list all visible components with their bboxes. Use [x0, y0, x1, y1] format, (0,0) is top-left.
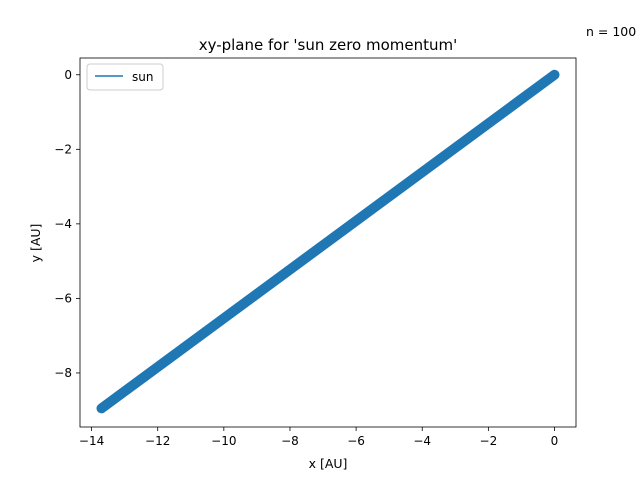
x-tick-label: −10 — [211, 434, 236, 448]
x-tick-label: 0 — [551, 434, 559, 448]
y-axis-ticks: 0 −2 −4 −6 −8 — [54, 68, 80, 380]
y-tick-label: 0 — [64, 68, 72, 82]
chart-title: xy-plane for 'sun zero momentum' — [199, 36, 458, 54]
legend-label-sun: sun — [132, 70, 153, 84]
x-axis-ticks: −14 −12 −10 −8 −6 −4 −2 0 — [79, 427, 558, 448]
legend: sun — [86, 63, 164, 91]
x-axis-label: x [AU] — [309, 456, 348, 471]
x-tick-label: −4 — [413, 434, 431, 448]
legend-box — [86, 63, 164, 91]
y-tick-label: −8 — [54, 366, 72, 380]
y-tick-label: −4 — [54, 217, 72, 231]
x-tick-label: −8 — [281, 434, 299, 448]
series-layer — [96, 69, 560, 414]
n-annotation: n = 100 — [586, 24, 636, 39]
series-line-sun — [96, 69, 560, 414]
x-tick-label: −6 — [347, 434, 365, 448]
y-tick-label: −6 — [54, 291, 72, 305]
y-axis-label: y [AU] — [28, 224, 43, 263]
x-tick-label: −12 — [145, 434, 170, 448]
y-tick-label: −2 — [54, 142, 72, 156]
x-tick-label: −14 — [79, 434, 104, 448]
x-tick-label: −2 — [480, 434, 498, 448]
plot-frame — [79, 57, 577, 428]
